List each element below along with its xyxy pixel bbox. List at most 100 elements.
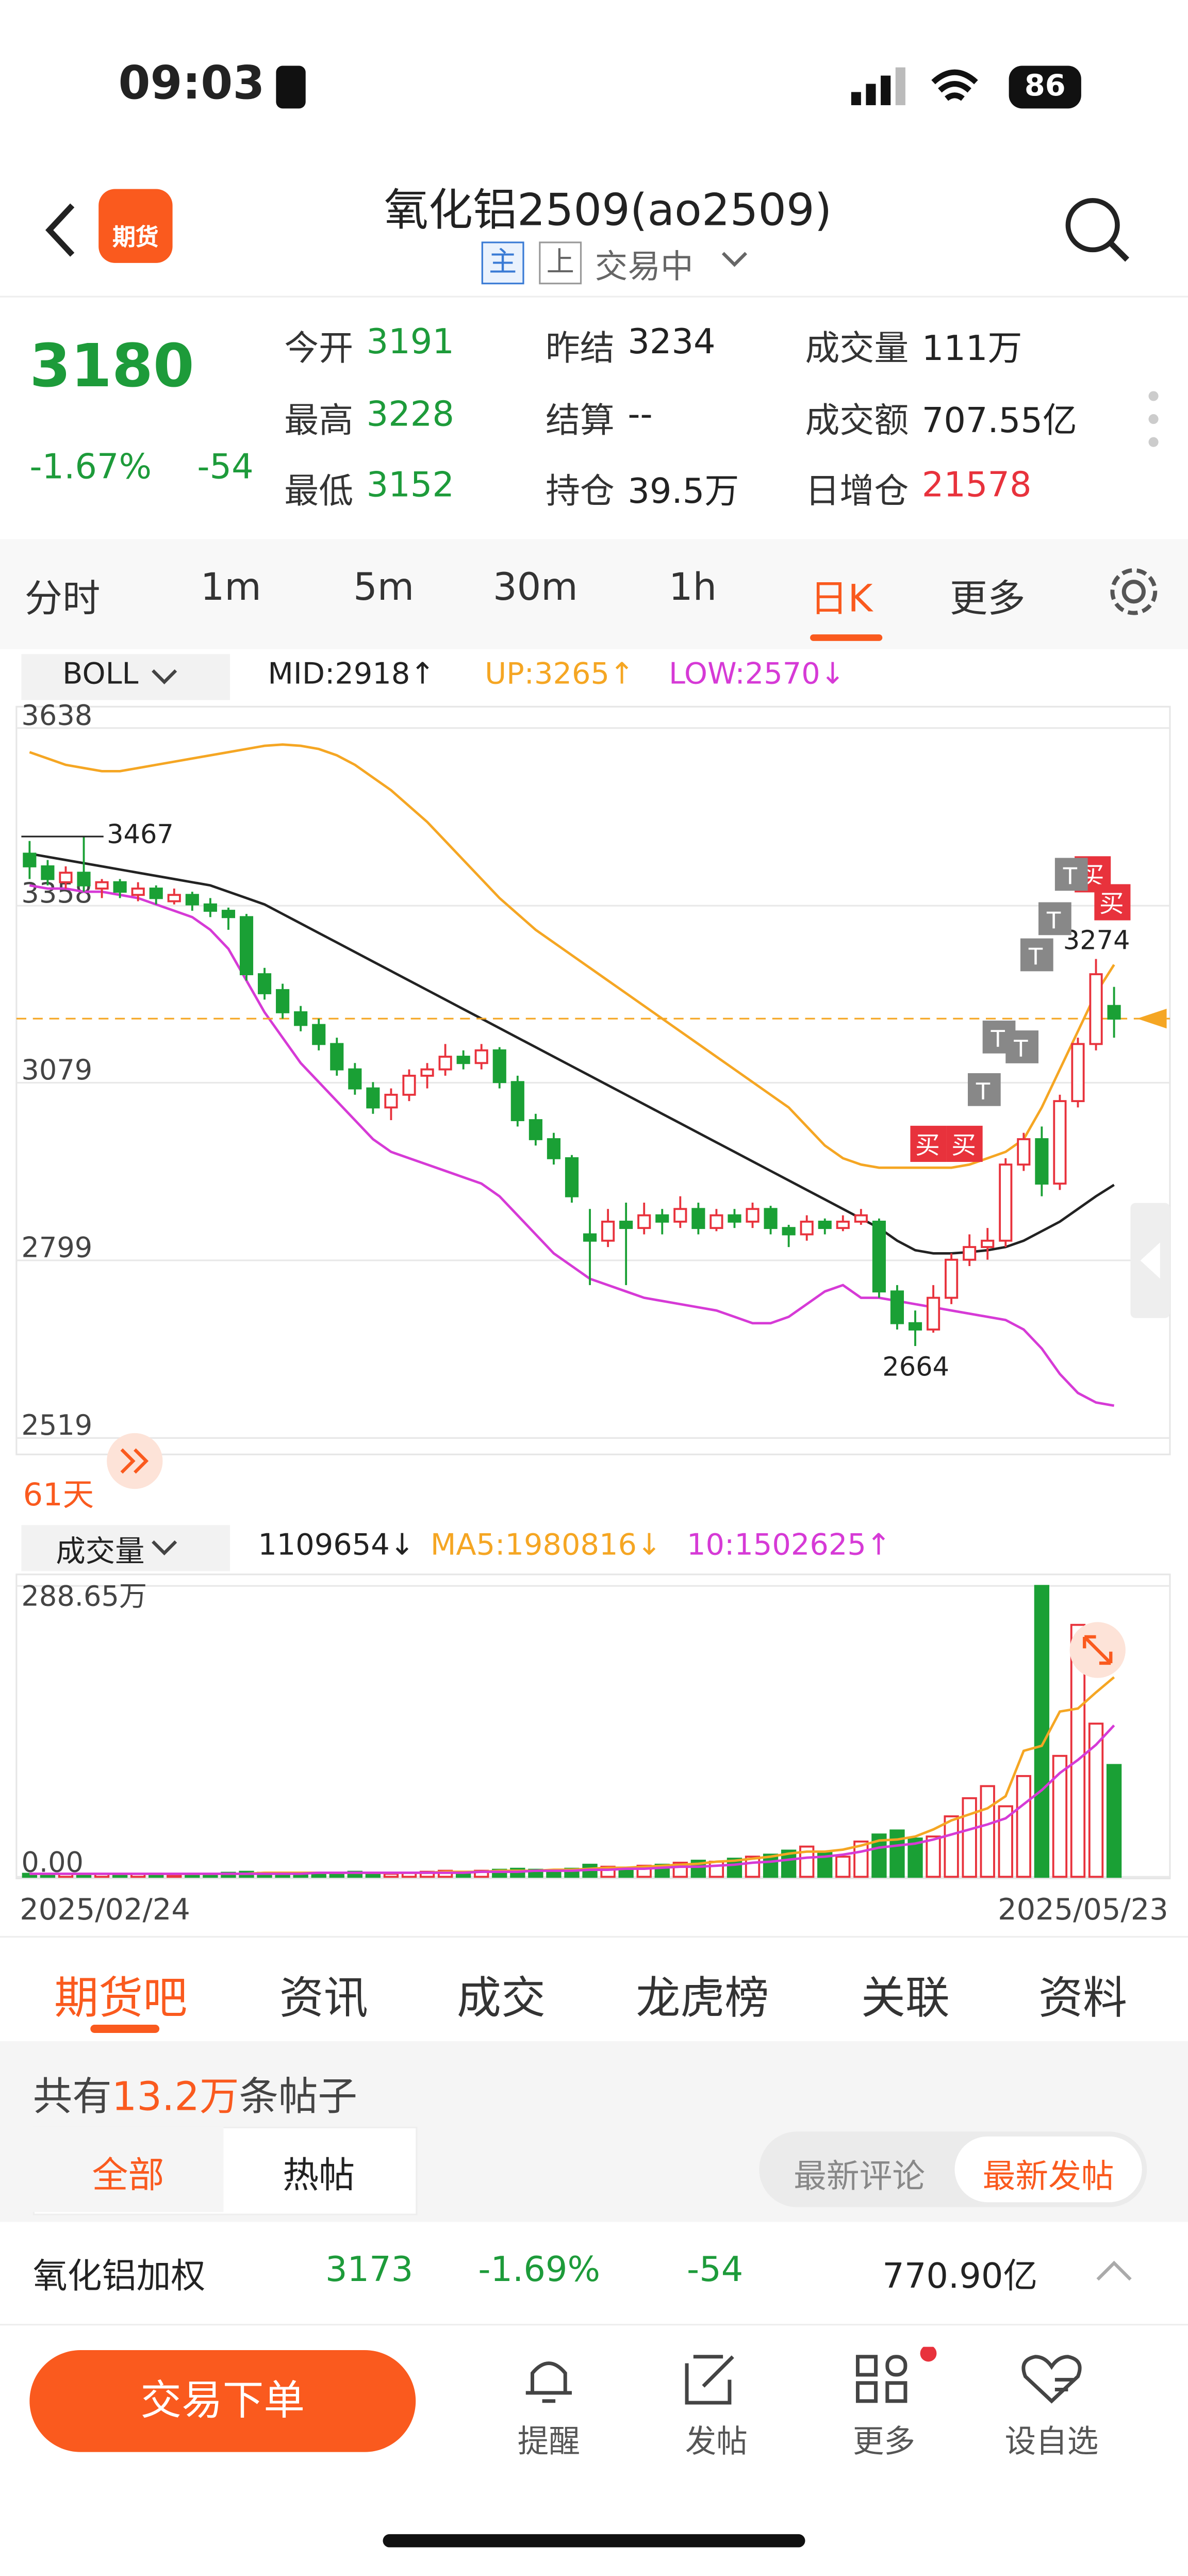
page-title: 氧化铝2509(ao2509) xyxy=(384,186,832,237)
buy-marker: 买 xyxy=(915,1131,940,1160)
field-label: 日增仓 xyxy=(805,471,909,512)
field-value: 111万 xyxy=(921,329,1022,368)
candle-body xyxy=(420,1068,434,1077)
field-label: 结算 xyxy=(545,401,615,441)
volume-bar xyxy=(835,1856,851,1878)
candle-body xyxy=(113,881,127,893)
indicator-select[interactable] xyxy=(21,654,230,700)
field-value: 3152 xyxy=(366,465,454,505)
candle-body xyxy=(583,1233,597,1242)
chart-frame xyxy=(15,1573,1171,1880)
candle-body xyxy=(384,1093,398,1109)
volume-bar xyxy=(1106,1764,1122,1878)
candle-body xyxy=(655,1214,669,1223)
x-tick-label: 2025/05/23 xyxy=(998,1892,1168,1927)
candle-body xyxy=(872,1220,886,1293)
nav-item[interactable]: 更多 xyxy=(852,2424,916,2460)
field-value: -- xyxy=(628,394,653,434)
filter[interactable]: 全部 xyxy=(92,2156,164,2197)
content-tab[interactable]: 资讯 xyxy=(279,1974,368,2025)
field-value: 3234 xyxy=(628,322,716,362)
volume-bar xyxy=(1016,1775,1031,1878)
period-tab[interactable]: 30m xyxy=(493,567,578,610)
tab-underline xyxy=(90,2025,160,2033)
field-label: 成交量 xyxy=(805,329,909,368)
dropdown-chevron xyxy=(152,1540,177,1555)
annotation: 2664 xyxy=(882,1352,949,1382)
nav-item[interactable]: 设自选 xyxy=(1004,2424,1099,2460)
period-tab[interactable]: 1h xyxy=(668,567,717,610)
content-tab[interactable]: 关联 xyxy=(861,1974,950,2025)
volume-bar xyxy=(383,1873,399,1878)
field-value: 21578 xyxy=(921,465,1032,505)
candle-body xyxy=(131,888,145,896)
trade-state: 交易中 xyxy=(595,247,694,286)
candle-body xyxy=(782,1227,796,1236)
candle-body xyxy=(474,1049,488,1064)
content-tab[interactable]: 期货吧 xyxy=(54,1974,188,2025)
nav-item[interactable]: 发帖 xyxy=(685,2424,748,2460)
text: 条帖子 xyxy=(239,2074,357,2120)
period-tab[interactable]: 5m xyxy=(353,567,415,610)
indicator-select[interactable] xyxy=(21,1525,230,1571)
period-tab[interactable]: 日K xyxy=(810,578,873,621)
candle-body xyxy=(637,1214,651,1229)
period-tab[interactable]: 更多 xyxy=(949,578,1026,621)
ticker-bar[interactable] xyxy=(0,2222,1188,2326)
order-button[interactable]: 交易下单 xyxy=(29,2350,416,2452)
candle-body xyxy=(1035,1138,1049,1185)
volume-bar xyxy=(745,1856,761,1878)
candle-body xyxy=(41,865,55,880)
annotation: 3467 xyxy=(107,819,174,850)
back-button[interactable] xyxy=(36,197,86,262)
field-value: 3228 xyxy=(366,394,454,434)
content-tab[interactable]: 成交 xyxy=(456,1974,546,2025)
candle-body xyxy=(800,1220,814,1236)
candle-body xyxy=(1107,1005,1121,1020)
volume-bar xyxy=(167,1874,182,1878)
candle-body xyxy=(1089,973,1103,1045)
content-tab[interactable]: 资料 xyxy=(1038,1974,1128,2025)
more-dots[interactable] xyxy=(1144,388,1163,453)
indicator-legend: MID:2918↑ xyxy=(268,657,435,692)
main-badge: 主 xyxy=(481,241,524,285)
change-pct: -1.67% xyxy=(29,447,152,487)
candle-body xyxy=(908,1322,922,1331)
search-button[interactable] xyxy=(1062,194,1134,266)
sort[interactable]: 最新评论 xyxy=(794,2156,926,2196)
sort[interactable]: 最新发帖 xyxy=(982,2156,1114,2196)
candle-body xyxy=(257,973,272,994)
indicator-legend: 1109654↓ xyxy=(258,1528,415,1563)
content-tab[interactable]: 龙虎榜 xyxy=(636,1974,769,2025)
y-tick-label: 2799 xyxy=(21,1232,92,1264)
price-pointer xyxy=(1137,1009,1167,1029)
chart-frame xyxy=(15,705,1171,1455)
settings-button[interactable] xyxy=(1106,564,1162,619)
nav-item[interactable]: 提醒 xyxy=(517,2424,580,2460)
volume-bar xyxy=(980,1785,995,1878)
trade-marker-bg xyxy=(967,1073,1001,1106)
indicator-legend: LOW:2570↓ xyxy=(668,657,845,692)
candle-body xyxy=(510,1081,524,1121)
candle-body xyxy=(619,1220,633,1229)
field-label: 成交额 xyxy=(805,401,909,441)
filter[interactable]: 热帖 xyxy=(283,2156,355,2197)
period-tab[interactable]: 分时 xyxy=(24,578,101,621)
y-tick-label: 3079 xyxy=(21,1054,92,1086)
divider xyxy=(0,1935,1188,1938)
ticker-amount: 770.90亿 xyxy=(882,2256,1038,2296)
candle-body xyxy=(691,1208,705,1229)
period-tab[interactable]: 1m xyxy=(200,567,261,610)
filter-active-bg xyxy=(32,2126,224,2212)
expand-icon[interactable] xyxy=(1091,2255,1137,2288)
candle-body xyxy=(746,1208,760,1223)
boll-line xyxy=(29,852,1115,1255)
app-logo: 期货 xyxy=(98,189,173,263)
candle-body xyxy=(1071,1043,1085,1103)
field-value: 39.5万 xyxy=(628,471,739,512)
y-tick-label: 3638 xyxy=(21,699,92,731)
candle-body xyxy=(185,894,199,906)
candle-body xyxy=(1053,1100,1067,1185)
battery: 86 xyxy=(1009,65,1081,109)
